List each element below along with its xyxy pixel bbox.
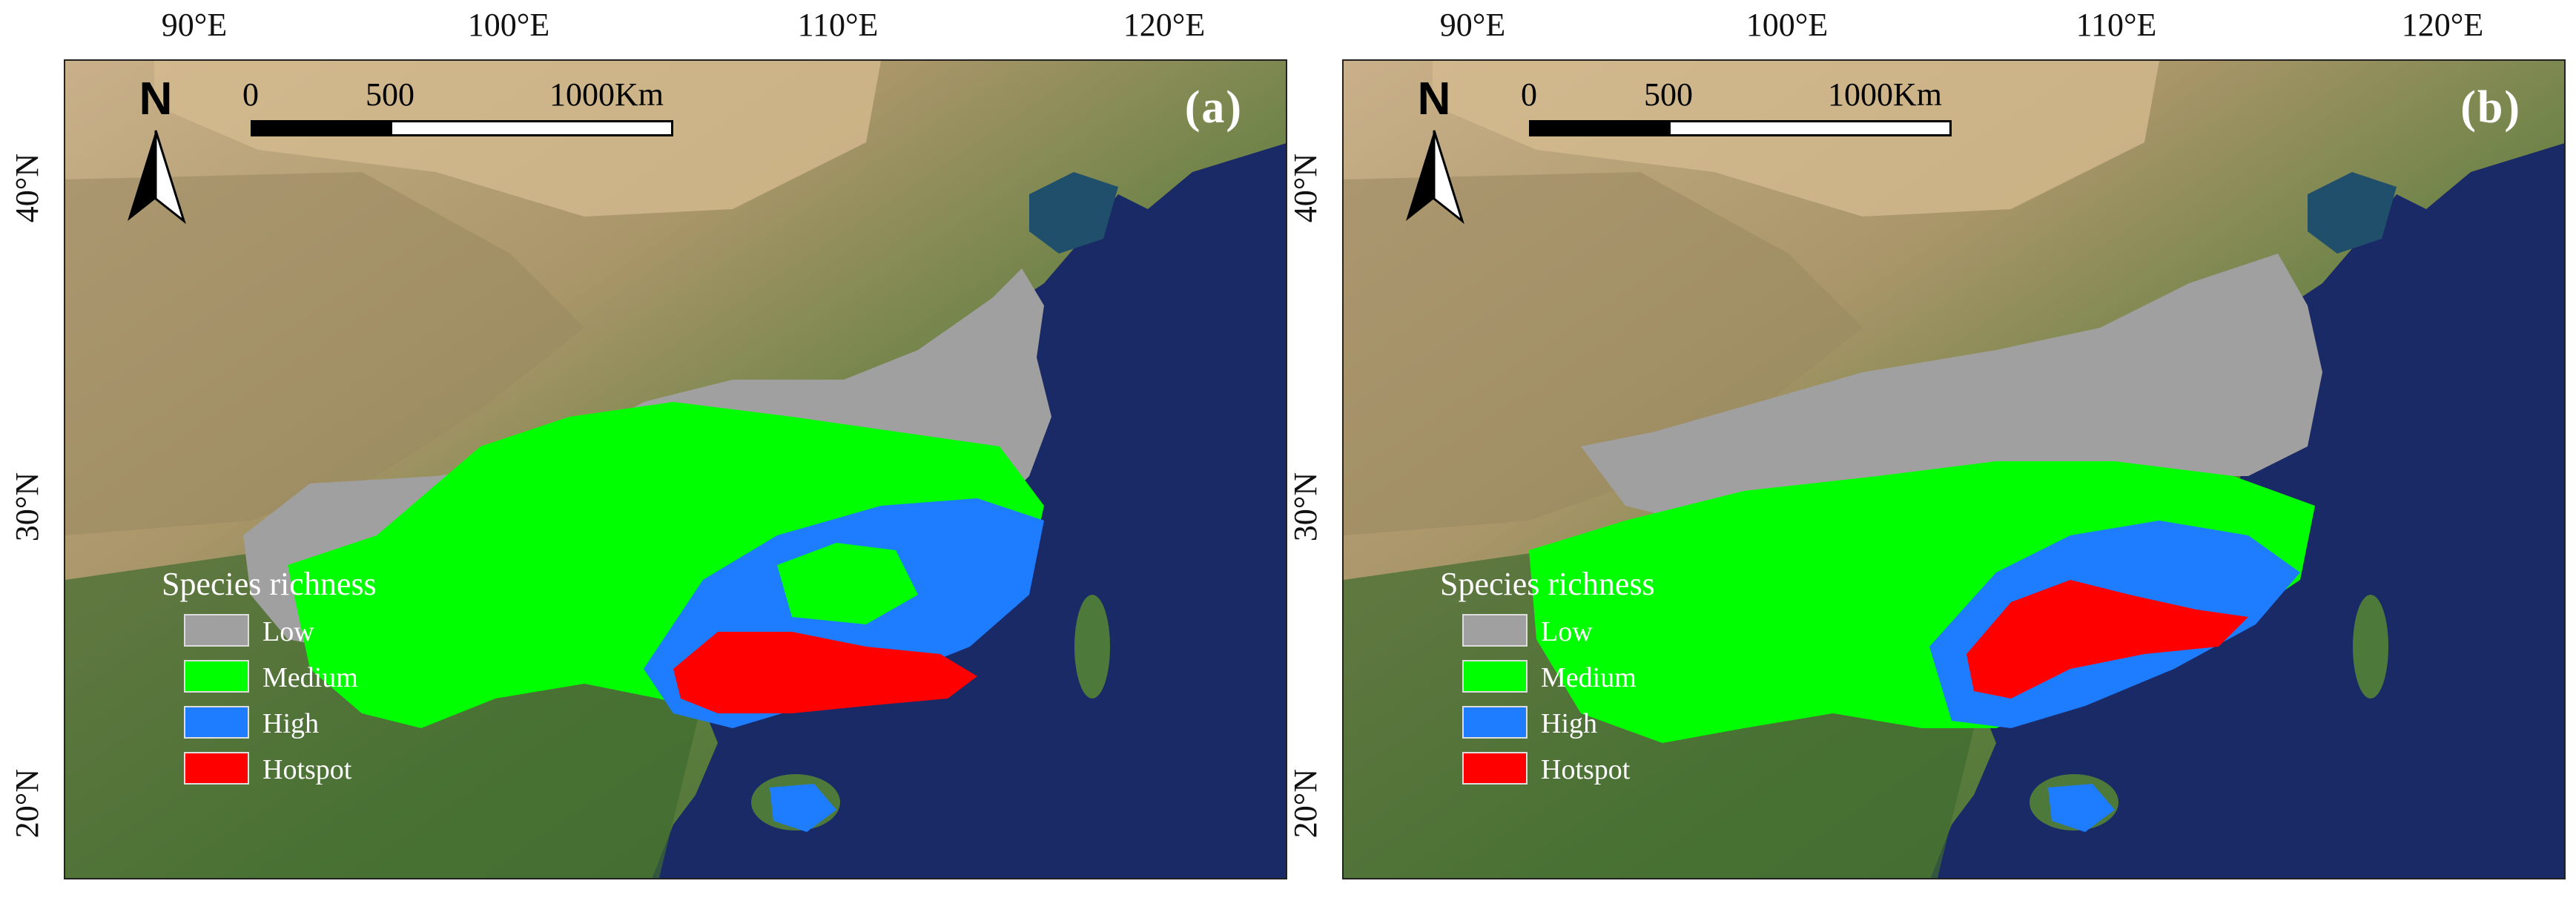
scale-segment-white: [1668, 120, 1952, 136]
legend-text-hotspot: Hotspot: [1541, 754, 1631, 785]
north-label: N: [139, 73, 173, 125]
legend-item-hotspot: Hotspot: [184, 752, 436, 786]
legend-item-low: Low: [1462, 614, 1714, 648]
desert-region: [1433, 61, 2159, 217]
lon-tick-100-a: 100°E: [467, 7, 550, 43]
hainan-high: [2048, 784, 2115, 832]
lon-tick-120-a: 120°E: [1123, 7, 1206, 43]
legend-item-high: High: [184, 706, 436, 740]
legend-item-high: High: [1462, 706, 1714, 740]
scale-label-1000: 1000Km: [1828, 76, 1942, 113]
legend-swatch-low: [184, 614, 249, 647]
satellite-map-a: [65, 61, 1286, 878]
legend-swatch-medium: [1462, 660, 1528, 693]
legend-text-medium: Medium: [262, 662, 358, 693]
panel-label-a: (a): [1184, 82, 1243, 133]
scale-segment-black: [251, 120, 392, 136]
legend-text-low: Low: [262, 616, 314, 647]
bohai-sea: [1029, 172, 1118, 254]
bohai-sea: [2308, 172, 2397, 254]
lon-tick-110-a: 110°E: [797, 7, 879, 43]
taiwan-island: [1074, 595, 1110, 699]
hainan-high: [770, 784, 836, 832]
scale-bar: 0 500 1000Km: [242, 76, 673, 157]
scale-label-0: 0: [1521, 76, 1537, 113]
lat-tick-30-a: 30°N: [9, 472, 46, 542]
lon-tick-90-a: 90°E: [161, 7, 228, 43]
legend-swatch-hotspot: [184, 752, 249, 785]
legend-item-hotspot: Hotspot: [1462, 752, 1714, 786]
legend-title: Species richness: [162, 566, 377, 602]
satellite-map-b: [1344, 61, 2564, 878]
lat-tick-40-a: 40°N: [9, 153, 46, 223]
richness-medium-inner: [777, 543, 918, 624]
lon-tick-110-b: 110°E: [2075, 7, 2157, 43]
legend-text-high: High: [262, 708, 319, 739]
legend-item-low: Low: [184, 614, 436, 648]
lat-tick-30-b: 30°N: [1287, 472, 1324, 542]
legend-swatch-medium: [184, 660, 249, 693]
scale-label-0: 0: [242, 76, 259, 113]
north-label: N: [1417, 73, 1451, 125]
lon-tick-100-b: 100°E: [1746, 7, 1829, 43]
lon-tick-90-b: 90°E: [1439, 7, 1506, 43]
richness-hotspot: [673, 632, 977, 713]
scale-segment-white: [390, 120, 673, 136]
north-arrow-icon: [128, 130, 186, 225]
richness-hotspot: [1966, 580, 2248, 699]
legend-swatch-hotspot: [1462, 752, 1528, 785]
legend-swatch-low: [1462, 614, 1528, 647]
panel-label-b: (b): [2460, 82, 2521, 133]
legend-text-low: Low: [1541, 616, 1593, 647]
legend-swatch-high: [1462, 706, 1528, 739]
legend-text-high: High: [1541, 708, 1597, 739]
legend: Species richness Low Medium High Hotspot: [1440, 565, 1722, 876]
legend-title: Species richness: [1440, 566, 1655, 602]
legend-text-hotspot: Hotspot: [262, 754, 352, 785]
scale-label-500: 500: [1644, 76, 1693, 113]
scale-label-500: 500: [366, 76, 415, 113]
north-arrow: N: [1390, 73, 1479, 243]
lat-tick-20-b: 20°N: [1287, 768, 1324, 839]
plateau-region: [65, 172, 584, 535]
map-panel-a: N 0 500 1000Km (a) Species richness Low …: [64, 59, 1287, 879]
legend-text-medium: Medium: [1541, 662, 1637, 693]
scale-segment-black: [1529, 120, 1670, 136]
map-panel-b: N 0 500 1000Km (b) Species richness Low …: [1342, 59, 2566, 879]
plateau-region: [1344, 172, 1863, 535]
scale-label-1000: 1000Km: [549, 76, 664, 113]
lon-tick-120-b: 120°E: [2401, 7, 2484, 43]
legend-item-medium: Medium: [184, 660, 436, 694]
lat-tick-40-b: 40°N: [1287, 153, 1324, 223]
legend: Species richness Low Medium High Hotspot: [162, 565, 443, 876]
north-arrow: N: [111, 73, 200, 243]
lat-tick-20-a: 20°N: [9, 768, 46, 839]
north-arrow-icon: [1406, 130, 1464, 225]
taiwan-island: [2353, 595, 2388, 699]
legend-item-medium: Medium: [1462, 660, 1714, 694]
legend-swatch-high: [184, 706, 249, 739]
desert-region: [154, 61, 881, 217]
scale-bar: 0 500 1000Km: [1521, 76, 1952, 157]
